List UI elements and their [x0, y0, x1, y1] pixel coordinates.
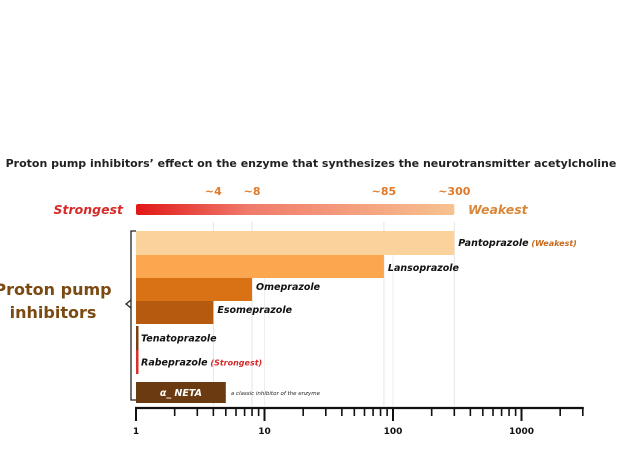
bar [136, 382, 226, 403]
bar-label: Omeprazole [256, 282, 321, 293]
bar-label: Pantoprazole (Weakest) [458, 238, 577, 249]
bar [136, 326, 139, 350]
bar-label: Rabeprazole (Strongest) [141, 358, 262, 369]
tick-label: 100 [384, 427, 403, 437]
marker-label: ~85 [372, 185, 397, 198]
x-axis: 1 10 100 1000 [133, 406, 584, 437]
bar-label: Lansoprazole [388, 263, 460, 274]
marker-label: ~4 [205, 185, 222, 198]
strength-gradient-bar [136, 204, 455, 215]
marker-label: ~8 [244, 185, 261, 198]
marker-label: ~300 [438, 185, 471, 198]
tick-label: 10 [258, 427, 271, 437]
group-bracket [124, 230, 136, 401]
bar [136, 278, 253, 301]
bar [136, 231, 455, 255]
strongest-label: Strongest [54, 202, 124, 217]
bar [136, 350, 139, 374]
group-label-line-1: Proton pump [0, 280, 112, 299]
chart-title: Proton pump inhibitors’ effect on the en… [6, 157, 617, 170]
group-label-line-2: inhibitors [10, 303, 97, 322]
bar-note: a classic inhibitor of the enzyme [231, 391, 321, 397]
bar [136, 255, 384, 278]
scale-legend: Strongest Weakest ~4 ~8 ~85 ~300 [54, 185, 529, 217]
weakest-label: Weakest [468, 202, 529, 217]
tick-label: 1000 [509, 427, 534, 437]
bar-label: Esomeprazole [217, 305, 292, 316]
tick-label: 1 [133, 427, 139, 437]
bar-label: Tenatoprazole [141, 334, 217, 345]
bar-label: α_ NETA [160, 388, 202, 399]
bar [136, 301, 214, 324]
